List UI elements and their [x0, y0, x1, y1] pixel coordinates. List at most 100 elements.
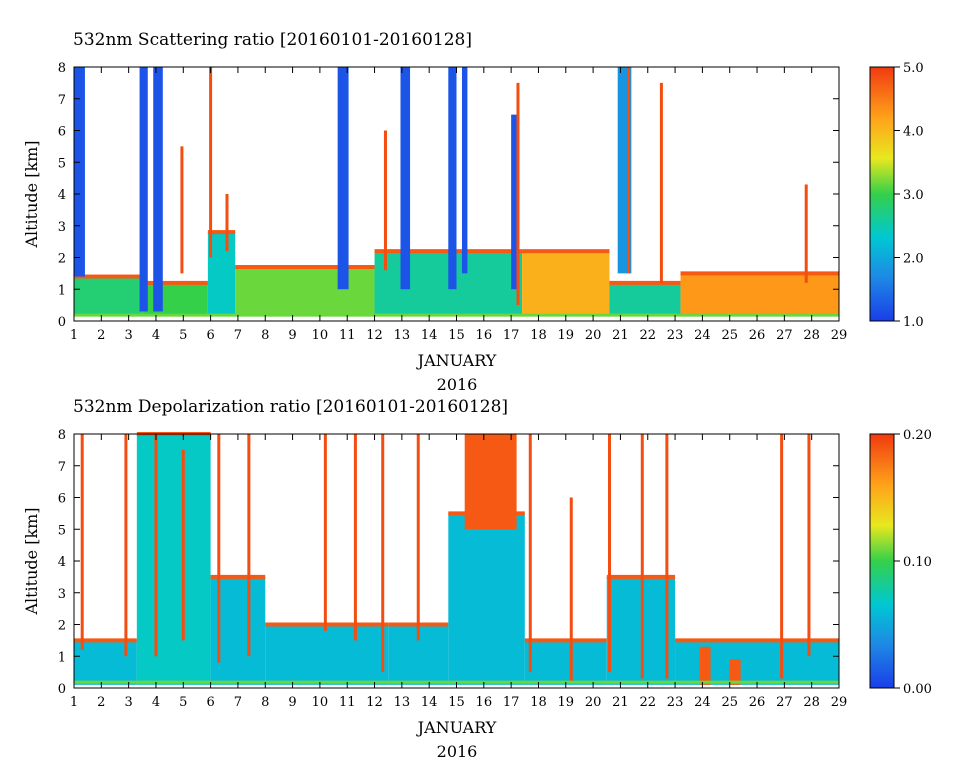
heatmap-layer-top	[680, 271, 839, 276]
x-tick-label: 4	[152, 328, 160, 343]
y-tick-label: 8	[58, 61, 66, 76]
x-tick-label: 5	[179, 695, 187, 710]
y-tick-label: 1	[58, 283, 66, 298]
y-tick-label: 7	[58, 93, 66, 108]
x-tick-label: 11	[339, 328, 356, 343]
y-tick-label: 2	[58, 619, 66, 634]
colorbar: 0.00 0.10 0.20	[869, 428, 932, 697]
colorbar-tick-label: 2.0	[903, 252, 924, 267]
heatmap-streak	[569, 497, 573, 682]
heatmap-streak	[209, 67, 213, 258]
heatmap-streak	[181, 449, 185, 641]
heatmap-streak	[180, 146, 184, 274]
y-tick-label: 0	[58, 682, 66, 697]
y-tick-label: 4	[58, 188, 66, 203]
colorbar-gradient	[869, 433, 895, 689]
heatmap-area	[74, 67, 839, 317]
heatmap-layer-cell	[142, 282, 208, 315]
x-tick-label: 10	[312, 695, 329, 710]
x-tick-label: 1	[70, 695, 78, 710]
x-tick-label: 17	[503, 328, 520, 343]
x-tick-label: 7	[234, 328, 242, 343]
heatmap-streak	[247, 434, 251, 657]
x-axis: 1 2 3 4 5 6 7 8 9 10 11 12 13 14 15 16 17 18 19 20 21 22 23 24 2…	[70, 434, 847, 710]
heatmap-layer-cell	[265, 624, 389, 685]
x-tick-label: 29	[831, 328, 848, 343]
heatmap-layer-cell	[207, 232, 236, 315]
x-tick-label: 15	[448, 695, 465, 710]
heatmap-layer-top	[609, 280, 681, 285]
x-tick-label: 15	[448, 328, 465, 343]
x-tick-label: 14	[421, 695, 438, 710]
heatmap-streak	[807, 434, 811, 657]
heatmap-layer-top	[210, 574, 266, 579]
x-tick-label: 7	[234, 695, 242, 710]
heatmap-layer-top	[675, 638, 839, 643]
heatmap-streak	[627, 67, 631, 274]
heatmap-layer-top	[522, 249, 610, 254]
x-tick-label: 6	[206, 328, 214, 343]
y-tick-label: 3	[58, 587, 66, 602]
x-axis-label: JANUARY	[416, 718, 497, 737]
x-tick-label: 3	[125, 328, 133, 343]
x-tick-label: 13	[394, 695, 411, 710]
heatmap-layer-cell	[74, 276, 143, 315]
heatmap-streak	[217, 434, 221, 663]
heatmap-streak	[528, 434, 532, 673]
colorbar-tick-label: 3.0	[903, 188, 924, 203]
colorbar-tick-label: 0.00	[903, 682, 932, 697]
x-tick-label: 25	[721, 695, 738, 710]
x-tick-label: 8	[261, 328, 269, 343]
x-axis-label: JANUARY	[416, 351, 497, 370]
x-tick-label: 28	[803, 695, 820, 710]
y-tick-label: 0	[58, 315, 66, 330]
x-tick-label: 24	[694, 695, 711, 710]
heatmap-layer-top	[142, 280, 208, 285]
x-tick-label: 21	[612, 328, 629, 343]
heatmap-column-cell	[464, 434, 517, 530]
x-tick-label: 27	[776, 695, 793, 710]
x-axis-label-year: 2016	[437, 742, 478, 761]
x-tick-label: 8	[261, 695, 269, 710]
x-tick-label: 27	[776, 328, 793, 343]
heatmap-layer-cell	[235, 267, 375, 315]
heatmap-column-cell	[461, 67, 468, 274]
x-tick-label: 6	[206, 695, 214, 710]
heatmap-column-cell	[699, 646, 711, 685]
heatmap-column-cell	[74, 67, 85, 277]
heatmap-area	[74, 432, 839, 685]
x-tick-label: 2	[97, 695, 105, 710]
chart-title: 532nm Scattering ratio [20160101-2016012…	[73, 30, 472, 50]
x-tick-label: 29	[831, 695, 848, 710]
x-tick-label: 21	[612, 695, 629, 710]
heatmap-streak	[640, 434, 644, 679]
x-axis-label-year: 2016	[437, 375, 478, 394]
chart-title: 532nm Depolarization ratio [20160101-201…	[73, 397, 508, 417]
colorbar: 1.0 2.0 3.0 4.0 5.0	[869, 61, 924, 330]
y-axis-label: Altitude [km]	[22, 507, 41, 615]
heatmap-column-cell	[448, 67, 457, 290]
heatmap-layer-top	[235, 265, 375, 270]
x-tick-label: 20	[585, 695, 602, 710]
heatmap-streak	[381, 434, 385, 673]
x-tick-label: 19	[558, 695, 575, 710]
scattering-ratio-panel: 532nm Scattering ratio [20160101-2016012…	[22, 30, 924, 394]
x-tick-label: 23	[667, 695, 684, 710]
x-tick-label: 12	[366, 328, 383, 343]
x-tick-label: 25	[721, 328, 738, 343]
x-tick-label: 13	[394, 328, 411, 343]
x-tick-label: 26	[749, 695, 766, 710]
x-tick-label: 24	[694, 328, 711, 343]
x-tick-label: 9	[288, 695, 296, 710]
x-tick-label: 16	[476, 328, 493, 343]
colorbar-tick-label: 0.20	[903, 428, 932, 443]
x-tick-label: 22	[639, 695, 656, 710]
y-tick-label: 6	[58, 492, 66, 507]
x-tick-label: 2	[97, 328, 105, 343]
heatmap-streak	[353, 434, 357, 641]
heatmap-column-cell	[729, 659, 741, 685]
heatmap-layer-cell	[680, 273, 839, 315]
x-tick-label: 5	[179, 328, 187, 343]
x-tick-label: 3	[125, 695, 133, 710]
